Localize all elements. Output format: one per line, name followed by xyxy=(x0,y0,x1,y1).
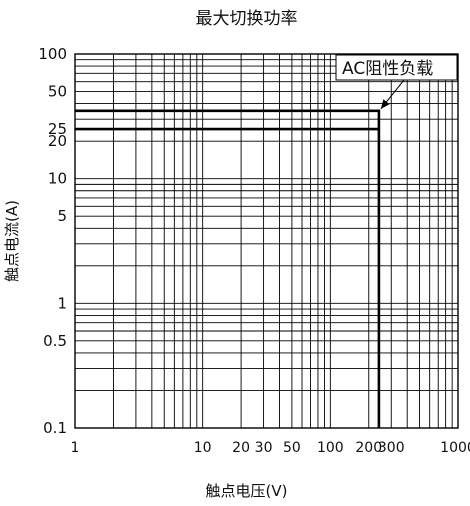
y-tick-label: 0.5 xyxy=(43,332,67,350)
x-tick-label: 1 xyxy=(71,440,80,456)
annotation-box xyxy=(335,54,458,81)
y-tick-label: 20 xyxy=(48,132,67,150)
x-tick-label: 50 xyxy=(283,440,301,456)
chart-title: 最大切换功率 xyxy=(196,9,298,29)
x-axis-label: 触点电压(V) xyxy=(206,482,288,500)
y-tick-label: 0.1 xyxy=(43,419,67,437)
y-tick-label: 5 xyxy=(57,207,67,225)
grid-lines xyxy=(75,54,458,428)
x-tick-label: 300 xyxy=(378,440,405,456)
plot-frame xyxy=(74,53,459,429)
y-tick-label: 50 xyxy=(48,83,67,101)
annotation-arrow-head xyxy=(380,99,390,109)
annotation: AC阻性负载 xyxy=(335,54,458,110)
x-tick-label: 100 xyxy=(317,440,344,456)
x-tick-label: 10 xyxy=(194,440,212,456)
series-lines xyxy=(75,109,381,428)
y-tick-label: 1 xyxy=(57,294,67,312)
x-tick-label: 30 xyxy=(255,440,273,456)
y-axis-label: 触点电流(A) xyxy=(3,200,21,282)
series-line-0 xyxy=(75,109,381,428)
y-tick-label: 25 xyxy=(48,120,67,138)
x-tick-label: 200 xyxy=(355,440,382,456)
x-tick-label: 20 xyxy=(232,440,250,456)
y-tick-label: 100 xyxy=(38,45,67,63)
tick-labels: 11020305010020030010000.10.5151020255010… xyxy=(38,45,470,456)
y-tick-label: 10 xyxy=(48,170,67,188)
annotation-label: AC阻性负载 xyxy=(342,59,433,79)
